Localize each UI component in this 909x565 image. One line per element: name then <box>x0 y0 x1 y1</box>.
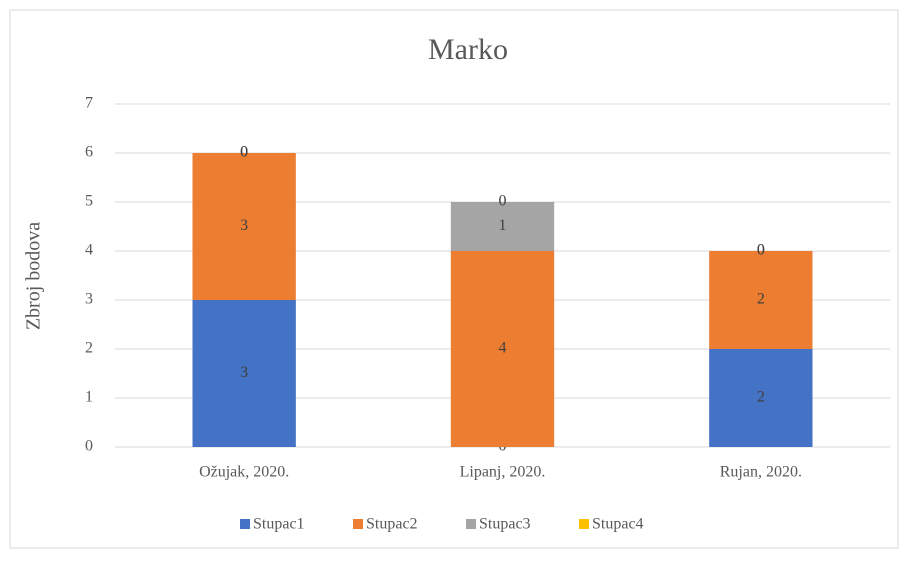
legend-label: Stupac4 <box>592 516 644 533</box>
y-tick-label: 5 <box>85 193 93 210</box>
legend-swatch <box>466 519 476 529</box>
y-tick-label: 1 <box>85 389 93 406</box>
y-tick-label: 4 <box>85 242 93 259</box>
y-tick-label: 6 <box>85 144 93 161</box>
bar-segment <box>450 202 555 251</box>
data-label: 0 <box>240 144 248 161</box>
x-tick-label: Lipanj, 2020. <box>460 464 546 481</box>
y-axis-label: Zbroj bodova <box>23 222 45 330</box>
data-label: 3 <box>240 364 248 381</box>
bar-segment <box>192 153 296 300</box>
data-label: 2 <box>757 389 765 406</box>
legend-swatch <box>240 519 250 529</box>
y-tick-label: 2 <box>85 340 93 357</box>
legend-label: Stupac2 <box>366 516 418 533</box>
y-tick-label: 3 <box>85 291 93 308</box>
data-label: 4 <box>499 340 507 357</box>
y-tick-label: 7 <box>85 95 93 112</box>
data-label: 2 <box>757 291 765 308</box>
y-tick-label: 0 <box>85 438 93 455</box>
legend-label: Stupac3 <box>479 516 531 533</box>
bar-segment <box>192 300 296 447</box>
data-label: 0 <box>757 242 765 259</box>
bar-segment <box>450 251 555 447</box>
bar-segment <box>709 349 813 447</box>
data-label: 3 <box>240 217 248 234</box>
legend-swatch <box>353 519 363 529</box>
data-label: 0 <box>499 193 507 210</box>
x-tick-label: Ožujak, 2020. <box>199 464 289 481</box>
legend-label: Stupac1 <box>253 516 305 533</box>
data-label: 0 <box>240 144 248 161</box>
bar-segment <box>709 251 813 349</box>
x-tick-label: Rujan, 2020. <box>720 464 802 481</box>
data-label: 0 <box>757 242 765 259</box>
data-label: 1 <box>499 217 507 234</box>
chart-title: Marko <box>428 33 508 66</box>
legend-swatch <box>579 519 589 529</box>
